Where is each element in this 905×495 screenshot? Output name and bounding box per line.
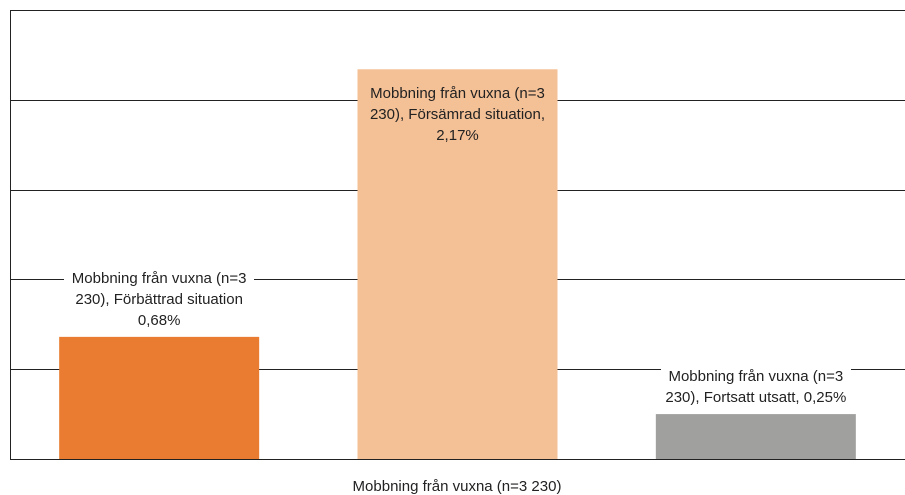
data-label: Mobbning från vuxna (n=3 230), Fortsatt … xyxy=(660,364,851,411)
data-label: Mobbning från vuxna (n=3 230), Försämrad… xyxy=(362,81,553,149)
data-label: Mobbning från vuxna (n=3 230), Förbättra… xyxy=(64,265,255,333)
bar xyxy=(59,336,260,459)
bar xyxy=(655,414,856,459)
x-axis-label: Mobbning från vuxna (n=3 230) xyxy=(353,478,562,495)
